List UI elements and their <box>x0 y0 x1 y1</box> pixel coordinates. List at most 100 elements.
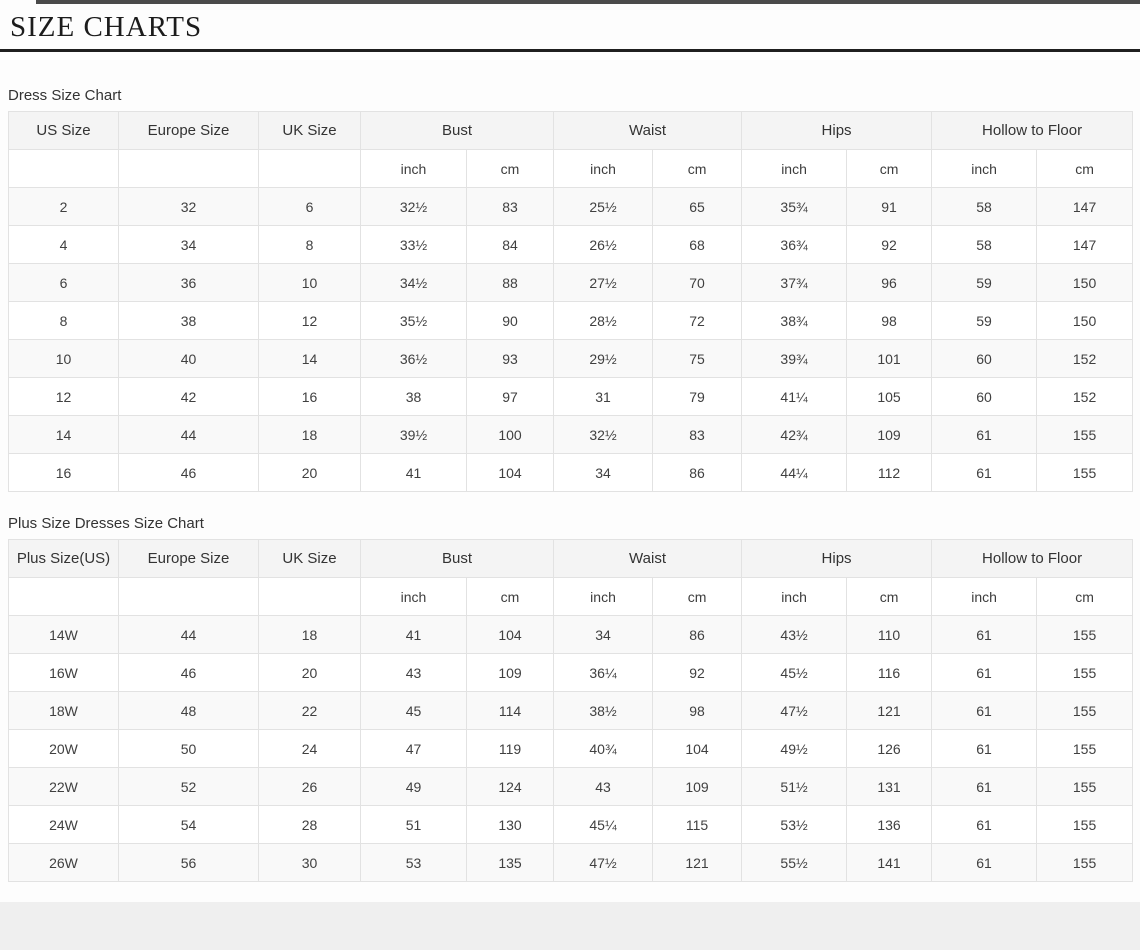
table-cell: 39½ <box>360 415 467 454</box>
table-cell: 155 <box>1036 615 1134 654</box>
table-cell: 52 <box>118 767 259 806</box>
table-cell: 86 <box>652 615 743 654</box>
table-cell: 147 <box>1036 187 1134 226</box>
unit-header-cm: cm <box>652 577 743 616</box>
table-cell: 14 <box>8 415 119 454</box>
unit-header-inch: inch <box>741 577 848 616</box>
table-cell: 45½ <box>741 653 848 692</box>
table-cell: 135 <box>465 843 555 882</box>
table-cell: 32½ <box>360 187 467 226</box>
unit-header-row: inch cm inch cm inch cm inch cm <box>8 577 1134 616</box>
dress-size-chart-caption: Dress Size Chart <box>8 87 122 104</box>
unit-header-inch: inch <box>741 149 848 188</box>
table-cell: 36¼ <box>553 653 654 692</box>
table-cell: 98 <box>846 301 933 340</box>
table-cell: 26 <box>258 767 361 806</box>
unit-header-cm: cm <box>1036 577 1134 616</box>
table-cell: 59 <box>931 263 1038 302</box>
table-row: 24W 54 28 51 130 45¼ 115 53½ 136 61 155 <box>8 805 1134 844</box>
table-cell: 38 <box>360 377 467 416</box>
unit-header-inch: inch <box>931 577 1038 616</box>
table-cell: 61 <box>931 767 1038 806</box>
table-cell: 105 <box>846 377 933 416</box>
table-cell: 36½ <box>360 339 467 378</box>
table-cell: 26½ <box>553 225 654 264</box>
table-cell: 96 <box>846 263 933 302</box>
column-header-hollow-to-floor: Hollow to Floor <box>931 539 1134 578</box>
table-cell: 155 <box>1036 805 1134 844</box>
table-cell: 42 <box>118 377 259 416</box>
table-cell: 155 <box>1036 729 1134 768</box>
table-cell: 28½ <box>553 301 654 340</box>
table-cell: 38½ <box>553 691 654 730</box>
table-cell: 56 <box>118 843 259 882</box>
table-cell: 100 <box>465 415 555 454</box>
unit-header-empty <box>8 577 119 616</box>
table-cell: 49½ <box>741 729 848 768</box>
table-cell: 47 <box>360 729 467 768</box>
table-cell: 54 <box>118 805 259 844</box>
table-cell: 109 <box>846 415 933 454</box>
table-row: 10 40 14 36½ 93 29½ 75 39¾ 101 60 152 <box>8 339 1134 378</box>
table-cell: 24W <box>8 805 119 844</box>
table-cell: 155 <box>1036 767 1134 806</box>
table-cell: 38¾ <box>741 301 848 340</box>
table-cell: 60 <box>931 377 1038 416</box>
table-cell: 130 <box>465 805 555 844</box>
table-cell: 28 <box>258 805 361 844</box>
table-cell: 40 <box>118 339 259 378</box>
table-cell: 27½ <box>553 263 654 302</box>
table-cell: 68 <box>652 225 743 264</box>
table-cell: 65 <box>652 187 743 226</box>
table-cell: 93 <box>465 339 555 378</box>
table-cell: 38 <box>118 301 259 340</box>
column-header-uk-size: UK Size <box>258 539 361 578</box>
table-cell: 30 <box>258 843 361 882</box>
table-cell: 4 <box>8 225 119 264</box>
table-cell: 18W <box>8 691 119 730</box>
table-cell: 47½ <box>741 691 848 730</box>
table-cell: 44 <box>118 415 259 454</box>
plus-size-chart-caption: Plus Size Dresses Size Chart <box>8 515 204 532</box>
table-cell: 61 <box>931 805 1038 844</box>
table-cell: 116 <box>846 653 933 692</box>
table-cell: 84 <box>465 225 555 264</box>
table-cell: 98 <box>652 691 743 730</box>
table-cell: 51 <box>360 805 467 844</box>
unit-header-cm: cm <box>465 149 555 188</box>
table-cell: 31 <box>553 377 654 416</box>
table-cell: 61 <box>931 615 1038 654</box>
unit-header-inch: inch <box>360 577 467 616</box>
table-row: 8 38 12 35½ 90 28½ 72 38¾ 98 59 150 <box>8 301 1134 340</box>
table-cell: 2 <box>8 187 119 226</box>
table-row: 14 44 18 39½ 100 32½ 83 42¾ 109 61 155 <box>8 415 1134 454</box>
table-cell: 48 <box>118 691 259 730</box>
table-cell: 79 <box>652 377 743 416</box>
unit-header-row: inch cm inch cm inch cm inch cm <box>8 149 1134 188</box>
table-cell: 147 <box>1036 225 1134 264</box>
table-cell: 14 <box>258 339 361 378</box>
table-cell: 58 <box>931 225 1038 264</box>
table-cell: 8 <box>258 225 361 264</box>
table-cell: 41¼ <box>741 377 848 416</box>
table-cell: 53½ <box>741 805 848 844</box>
column-header-bust: Bust <box>359 111 555 150</box>
unit-header-cm: cm <box>1036 149 1134 188</box>
table-cell: 37¾ <box>741 263 848 302</box>
table-cell: 20 <box>258 653 361 692</box>
table-cell: 44¼ <box>741 453 848 492</box>
table-cell: 119 <box>465 729 555 768</box>
table-cell: 10 <box>8 339 119 378</box>
table-cell: 49 <box>360 767 467 806</box>
table-cell: 155 <box>1036 843 1134 882</box>
table-cell: 72 <box>652 301 743 340</box>
table-cell: 18 <box>258 415 361 454</box>
table-cell: 86 <box>652 453 743 492</box>
table-row: 6 36 10 34½ 88 27½ 70 37¾ 96 59 150 <box>8 263 1134 302</box>
table-cell: 121 <box>846 691 933 730</box>
table-cell: 8 <box>8 301 119 340</box>
table-cell: 121 <box>652 843 743 882</box>
table-cell: 36 <box>118 263 259 302</box>
table-cell: 22W <box>8 767 119 806</box>
table-cell: 51½ <box>741 767 848 806</box>
